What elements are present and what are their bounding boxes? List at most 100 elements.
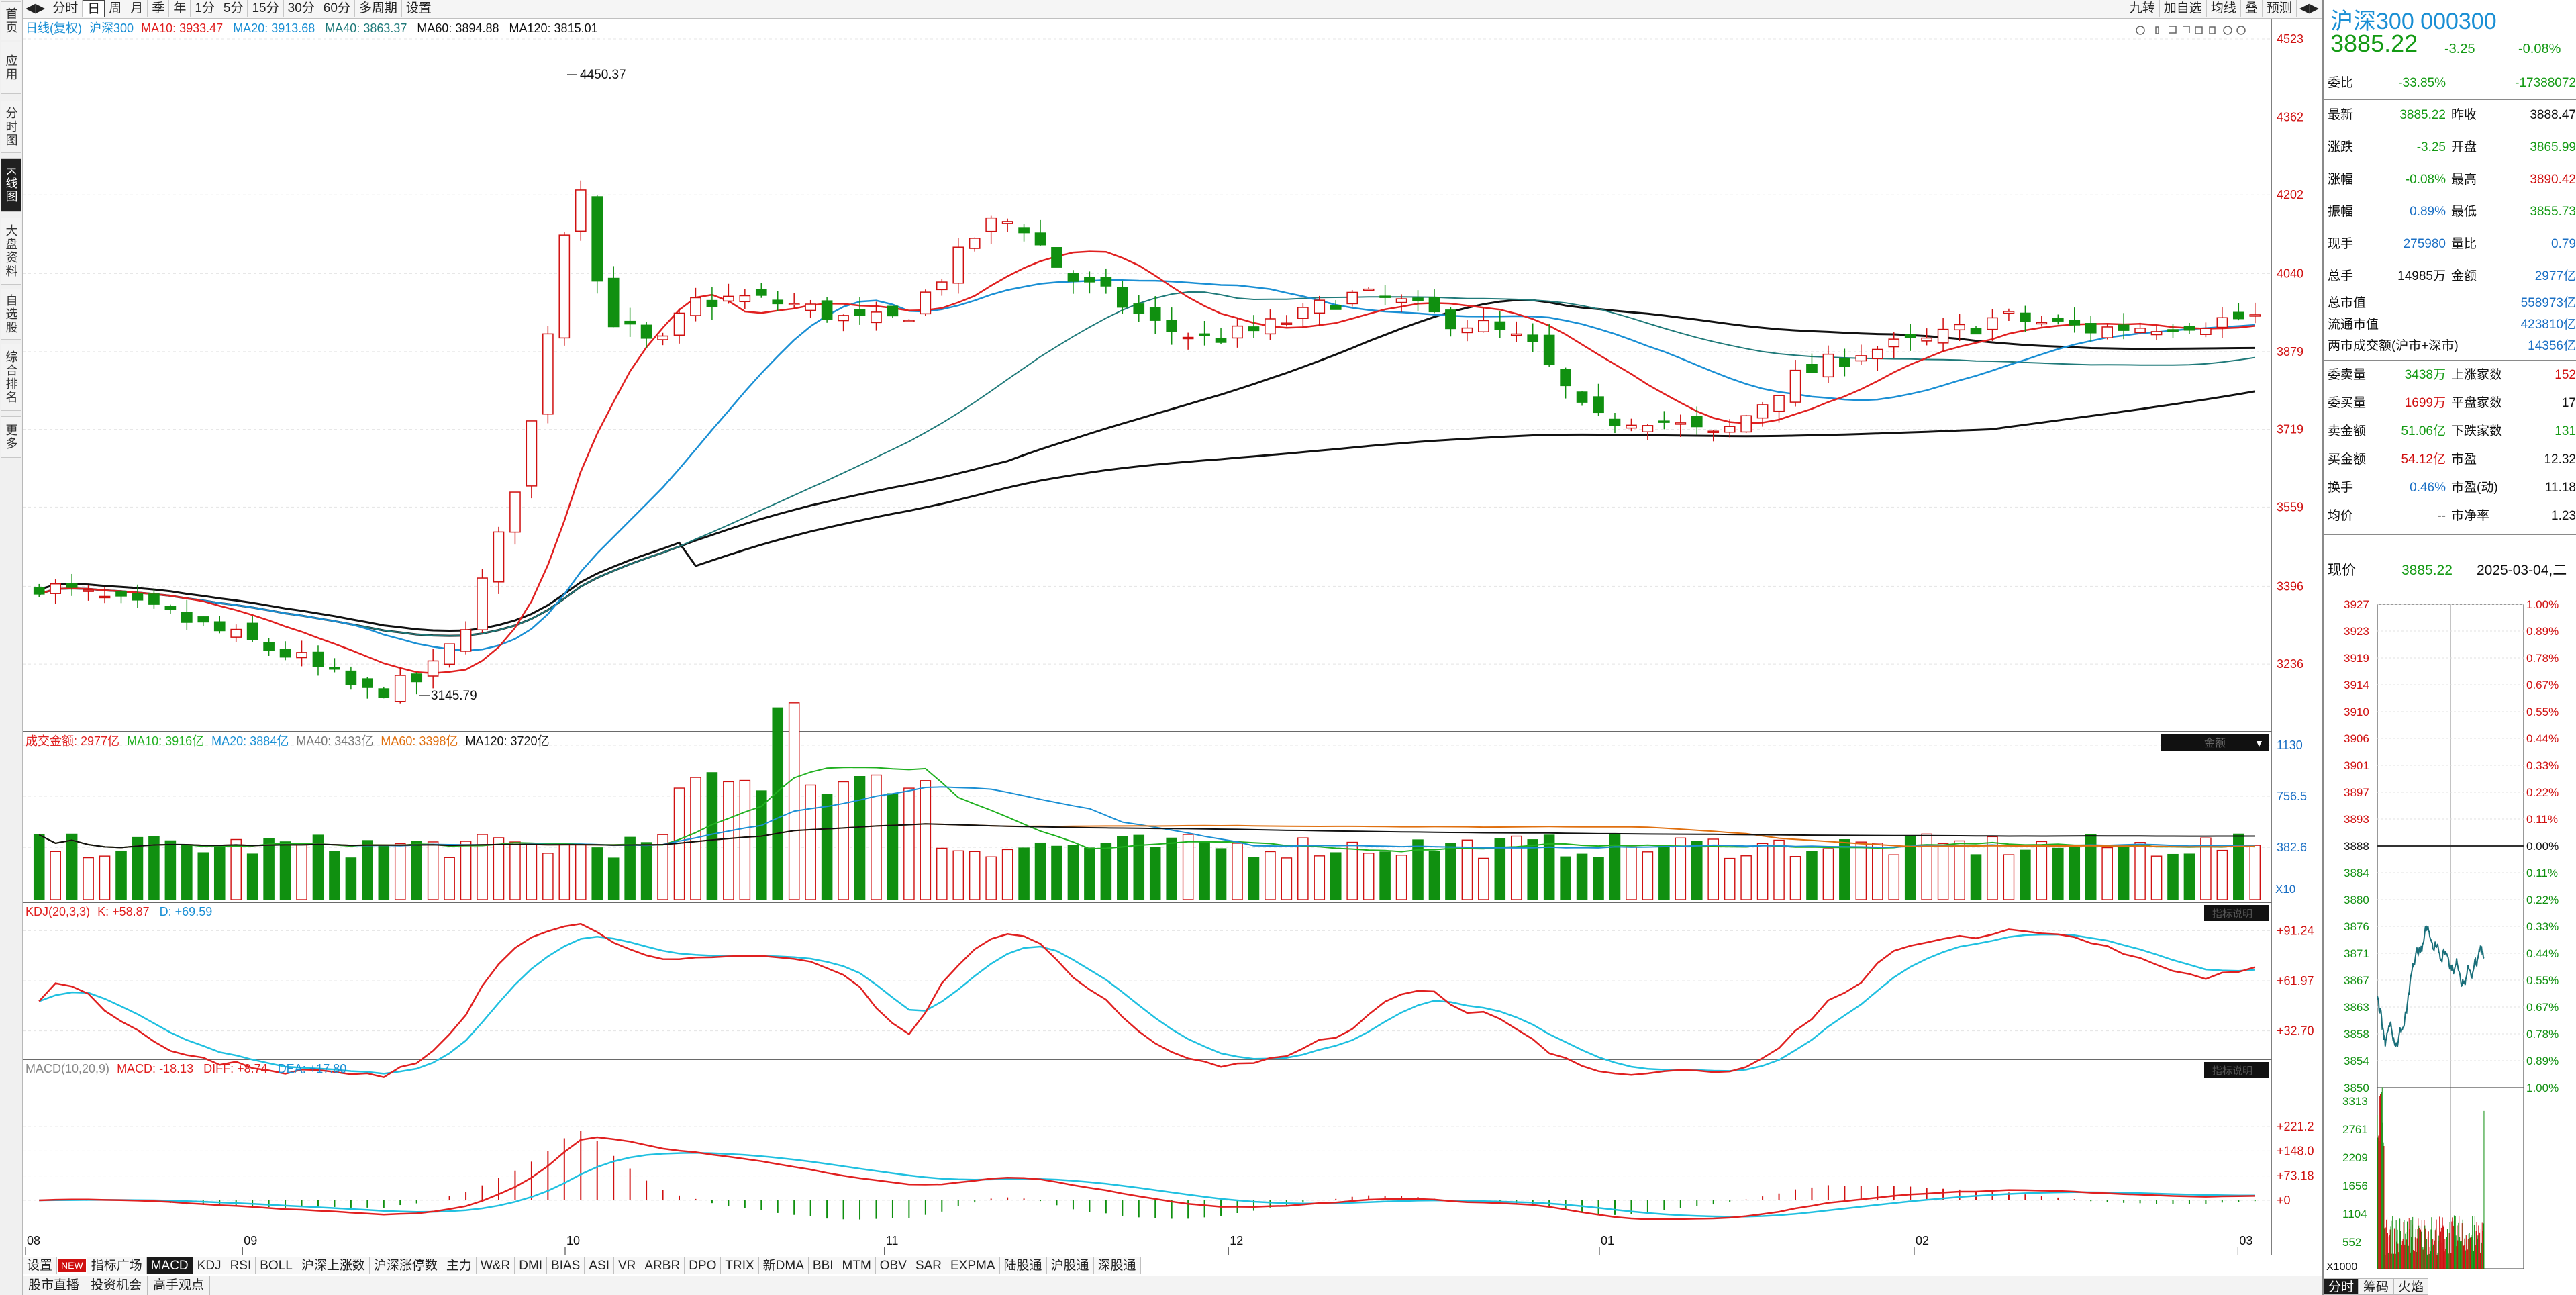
- volume-bar[interactable]: [575, 844, 587, 900]
- zoom-in-icon[interactable]: [2223, 26, 2232, 35]
- volume-bar[interactable]: [2003, 854, 2015, 900]
- candle-body[interactable]: [2134, 328, 2146, 334]
- candle-body[interactable]: [1593, 396, 1604, 414]
- volume-bar[interactable]: [1297, 837, 1309, 900]
- hand-icon[interactable]: [2155, 26, 2159, 34]
- candle-body[interactable]: [509, 491, 521, 533]
- candle-body[interactable]: [1904, 334, 1916, 338]
- volume-bar[interactable]: [2167, 853, 2179, 900]
- nav-arrows-right[interactable]: ◀▶: [2296, 0, 2322, 17]
- volume-bar[interactable]: [1428, 850, 1440, 900]
- volume-bar[interactable]: [1412, 839, 1424, 900]
- candle-body[interactable]: [1642, 425, 1654, 432]
- side-tab-home[interactable]: 首页: [1, 1, 21, 40]
- candle-body[interactable]: [1773, 395, 1785, 412]
- candle-body[interactable]: [230, 628, 242, 638]
- volume-bars[interactable]: [33, 702, 2261, 900]
- candle-body[interactable]: [591, 196, 603, 282]
- candle-body[interactable]: [624, 320, 636, 325]
- volume-bar[interactable]: [920, 780, 932, 900]
- volume-bar[interactable]: [50, 851, 61, 900]
- candle-body[interactable]: [1576, 391, 1588, 403]
- volume-bar[interactable]: [230, 838, 242, 900]
- indicator-tab[interactable]: 主力: [442, 1257, 477, 1274]
- candle-body[interactable]: [444, 643, 455, 665]
- indicator-tab[interactable]: W&R: [476, 1257, 515, 1274]
- candle-body[interactable]: [427, 660, 439, 677]
- candle-body[interactable]: [2167, 329, 2179, 332]
- candle-body[interactable]: [2036, 322, 2048, 325]
- volume-bar[interactable]: [936, 847, 948, 900]
- candle-body[interactable]: [1560, 369, 1571, 387]
- candle-body[interactable]: [2200, 328, 2212, 335]
- volume-bar[interactable]: [723, 781, 734, 900]
- volume-bar[interactable]: [1691, 841, 1703, 900]
- candle-body[interactable]: [1855, 355, 1867, 362]
- candle-body[interactable]: [33, 587, 45, 595]
- volume-bar[interactable]: [1199, 842, 1210, 900]
- candle-body[interactable]: [1215, 338, 1227, 343]
- candle-body[interactable]: [2183, 326, 2195, 331]
- candle-body[interactable]: [378, 688, 390, 698]
- mini-tab-intraday[interactable]: 分时: [2324, 1278, 2359, 1295]
- volume-bar[interactable]: [772, 707, 784, 900]
- candle-body[interactable]: [1149, 307, 1161, 321]
- volume-bar[interactable]: [2216, 849, 2228, 900]
- side-tab-watchlist[interactable]: 自选股: [1, 289, 21, 340]
- volume-bar[interactable]: [1855, 841, 1867, 900]
- volume-bar[interactable]: [558, 843, 571, 900]
- volume-bar[interactable]: [2085, 834, 2097, 900]
- indicator-tab[interactable]: BIAS: [547, 1257, 585, 1274]
- tab-monthly[interactable]: 月: [126, 0, 148, 17]
- undo-icon[interactable]: [2169, 26, 2177, 34]
- tab-yearly[interactable]: 年: [169, 0, 191, 17]
- side-tab-ranking[interactable]: 综合排名: [1, 344, 21, 411]
- candle-body[interactable]: [1232, 325, 1243, 339]
- candle-body[interactable]: [1100, 277, 1112, 287]
- candle-body[interactable]: [1626, 424, 1637, 429]
- volume-bar[interactable]: [624, 836, 636, 900]
- volume-bar[interactable]: [1658, 845, 1670, 900]
- candle-body[interactable]: [1001, 221, 1013, 224]
- candle-body[interactable]: [148, 593, 160, 605]
- kdj-help-button[interactable]: 指标说明: [2204, 905, 2269, 921]
- volume-bar[interactable]: [509, 841, 521, 900]
- volume-bar[interactable]: [2069, 847, 2081, 900]
- volume-bar[interactable]: [1872, 843, 1883, 900]
- candle-body[interactable]: [329, 667, 340, 670]
- volume-bar[interactable]: [1510, 835, 1522, 900]
- candle-body[interactable]: [493, 531, 505, 583]
- candle-body[interactable]: [1707, 430, 1720, 433]
- volume-bar[interactable]: [526, 844, 538, 900]
- candle-body[interactable]: [1346, 291, 1358, 305]
- candle-body[interactable]: [1527, 334, 1539, 342]
- volume-bar[interactable]: [1001, 849, 1013, 900]
- candle-body[interactable]: [2249, 314, 2261, 317]
- indicator-tab[interactable]: EXPMA: [946, 1257, 1000, 1274]
- volume-bar[interactable]: [1117, 836, 1128, 900]
- candle-body[interactable]: [558, 234, 571, 339]
- volume-bar[interactable]: [411, 841, 422, 900]
- volume-bar[interactable]: [2052, 847, 2064, 900]
- indicator-tab[interactable]: 陆股通: [999, 1257, 1047, 1274]
- candle-body[interactable]: [213, 621, 226, 632]
- candle-body[interactable]: [50, 583, 62, 594]
- candle-body[interactable]: [1051, 247, 1062, 268]
- candle-body[interactable]: [690, 297, 701, 316]
- volume-bar[interactable]: [1281, 857, 1293, 900]
- volume-bar[interactable]: [213, 845, 226, 900]
- volume-bar[interactable]: [2183, 853, 2195, 900]
- volume-bar[interactable]: [1149, 847, 1161, 900]
- volume-bar[interactable]: [1379, 851, 1391, 900]
- candle-body[interactable]: [985, 217, 997, 232]
- side-tab-more[interactable]: 更多: [1, 416, 21, 458]
- candle-body[interactable]: [805, 303, 816, 311]
- candle-body[interactable]: [246, 622, 258, 640]
- candle-body[interactable]: [1806, 363, 1818, 373]
- candle-body[interactable]: [821, 300, 833, 320]
- candle-body[interactable]: [706, 299, 718, 307]
- volume-bar[interactable]: [394, 843, 406, 900]
- volume-bar[interactable]: [871, 774, 882, 900]
- volume-bar[interactable]: [640, 842, 652, 900]
- indicator-tab[interactable]: BOLL: [256, 1257, 297, 1274]
